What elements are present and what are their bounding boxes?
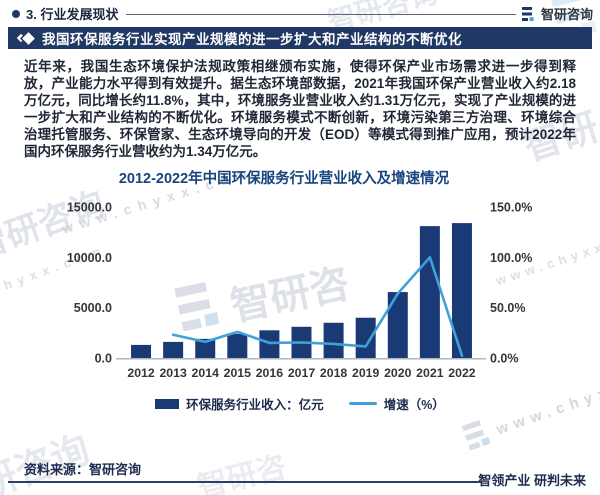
bar-2022 <box>451 223 472 358</box>
brand-name: 智研咨询 <box>541 7 594 22</box>
bar-legend-label: 环保服务行业收入：亿元 <box>186 398 324 412</box>
section-banner: 我国环保服务行业实现产业规模的进一步扩大和产业结构的不断优化 <box>8 27 592 49</box>
bar-2020 <box>387 292 408 358</box>
year-label-2021: 2021 <box>416 366 444 380</box>
bar-2013 <box>163 341 184 358</box>
year-label-2017: 2017 <box>288 366 316 380</box>
left-axis-tick: 0.0 <box>95 352 112 366</box>
right-axis-tick: 0.0% <box>490 352 519 366</box>
bullet-icon <box>12 10 20 18</box>
year-label-2020: 2020 <box>384 366 412 380</box>
bar-2018 <box>323 322 344 358</box>
line-legend-swatch <box>348 402 377 405</box>
zhiyan-logo-icon <box>522 7 536 26</box>
year-label-2019: 2019 <box>352 366 380 380</box>
watermark-brand: 智研咨 <box>194 450 290 495</box>
right-axis-tick: 50.0% <box>490 301 525 315</box>
section-title: 3. 行业发展现状 <box>26 7 119 22</box>
footer-slogan: 智领产业 研判未来 <box>478 473 586 488</box>
line-legend-label: 增速（%） <box>383 398 445 412</box>
year-label-2015: 2015 <box>224 366 252 380</box>
left-axis-tick: 10000.0 <box>67 251 112 265</box>
intro-paragraph: 近年来，我国生态环境保护法规政策相继颁布实施，使得环保产业市场需求进一步得到释放… <box>24 59 576 159</box>
year-label-2014: 2014 <box>192 366 220 380</box>
header-divider <box>126 14 516 15</box>
bar-2014 <box>195 338 216 358</box>
bar-legend-swatch <box>155 398 180 409</box>
right-axis-tick: 150.0% <box>490 201 532 215</box>
revenue-growth-chart: 0.0 5000.0 10000.0 15000.0 0.0% 50.0% 100.0% 15… <box>67 201 533 381</box>
footer-divider <box>8 481 482 483</box>
year-label-2022: 2022 <box>448 366 476 380</box>
year-label-2018: 2018 <box>320 366 348 380</box>
watermark-brand: 研咨询 <box>0 428 96 495</box>
chart-title: 2012-2022年中国环保服务行业营业收入及增速情况 <box>118 171 450 187</box>
left-axis-tick: 15000.0 <box>67 201 112 215</box>
bar-2012 <box>131 344 152 358</box>
chart-legend: 环保服务行业收入：亿元 增速（%） <box>0 394 600 413</box>
bar-2021 <box>419 226 440 358</box>
year-label-2016: 2016 <box>256 366 284 380</box>
data-source: 资料来源：智研咨询 <box>24 462 142 477</box>
banner-title: 我国环保服务行业实现产业规模的进一步扩大和产业结构的不断优化 <box>42 32 462 47</box>
diamond-icon <box>16 31 36 45</box>
growth-line <box>171 256 464 357</box>
bar-2019 <box>355 317 376 358</box>
right-axis-tick: 100.0% <box>490 251 532 265</box>
bar-2015 <box>227 333 248 358</box>
left-axis-tick: 5000.0 <box>74 301 112 315</box>
year-label-2012: 2012 <box>127 366 155 380</box>
watermark-logo-icon <box>461 418 496 455</box>
page-header: 3. 行业发展现状 智研咨询 <box>0 0 600 26</box>
year-label-2013: 2013 <box>159 366 187 380</box>
